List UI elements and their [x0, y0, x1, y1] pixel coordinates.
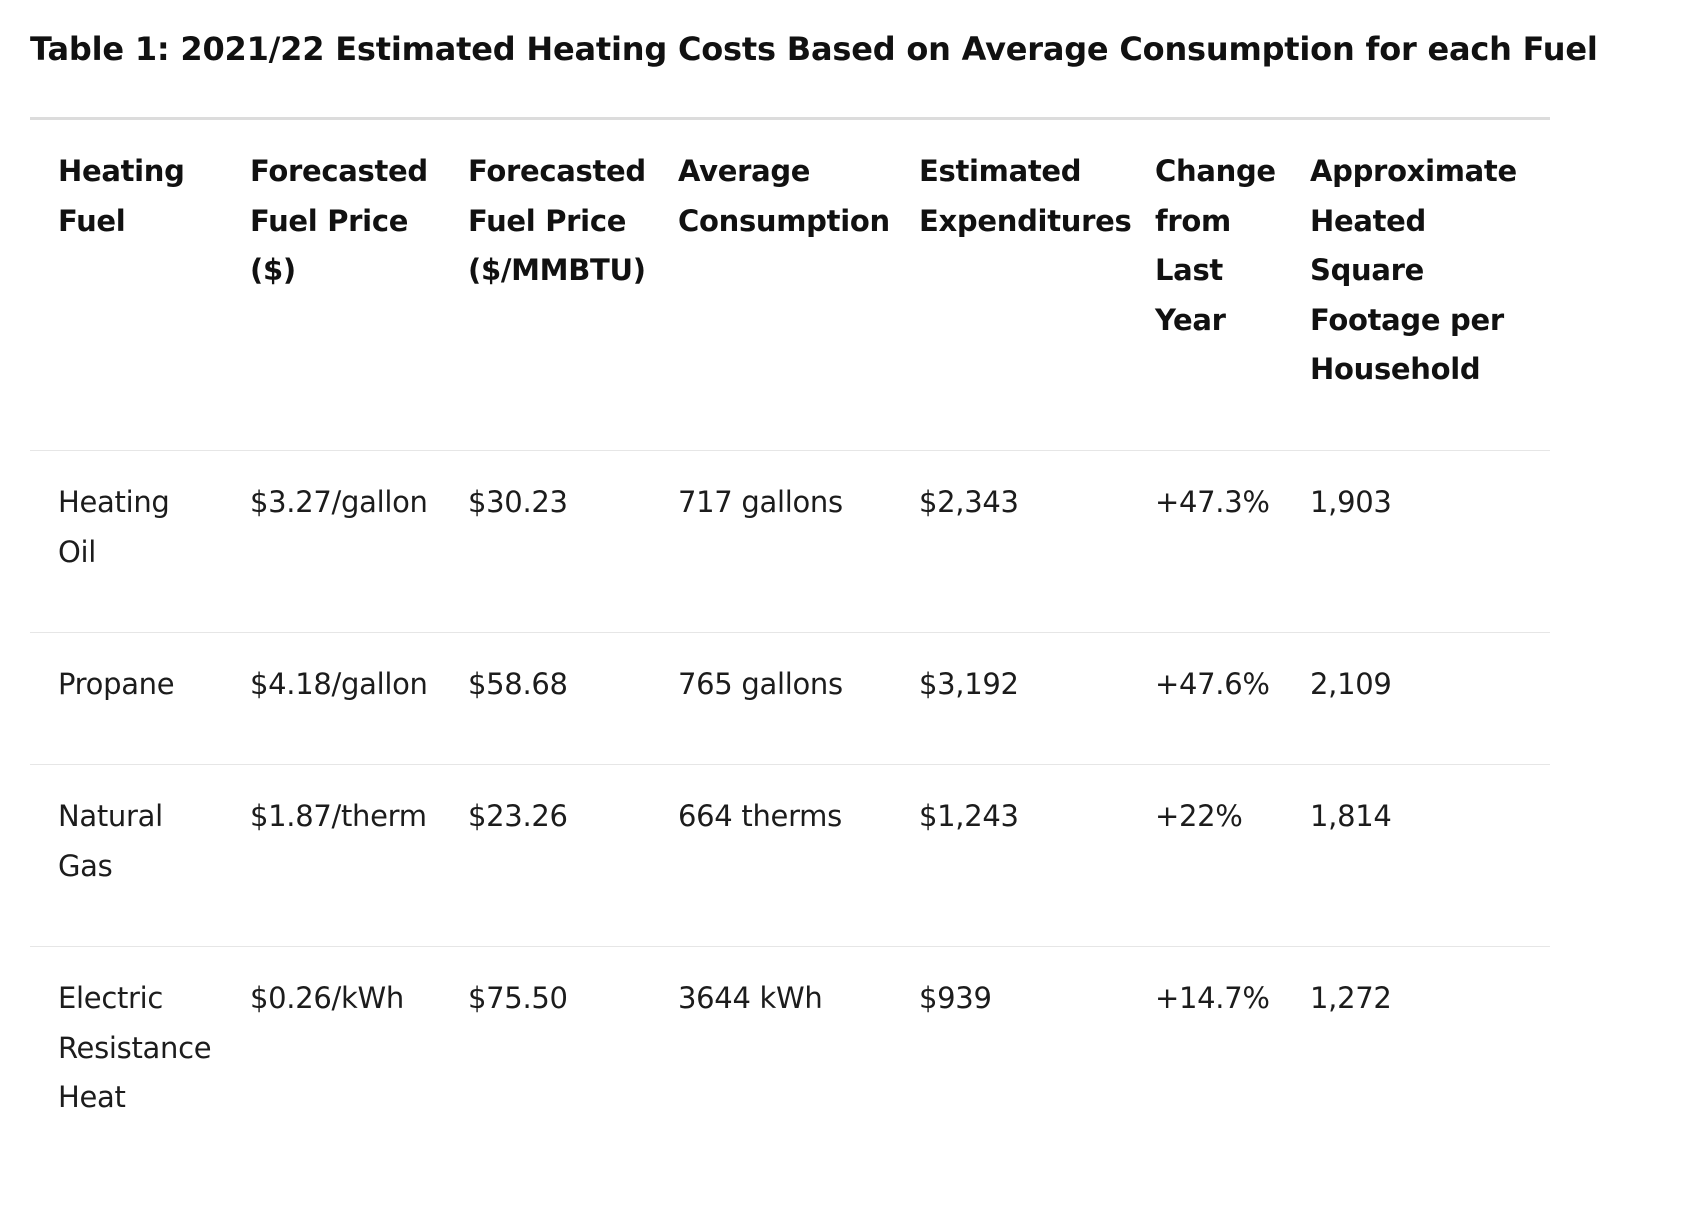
cell-estimated-expenditures: $1,243 [919, 799, 1019, 833]
header-fuel-price: Forecasted Fuel Price ($) [250, 154, 428, 287]
header-fuel-price-mmbtu: Forecasted Fuel Price ($/MMBTU) [468, 154, 646, 287]
cell-heated-square-footage: 1,814 [1310, 799, 1392, 833]
table-row: Electric Resistance Heat $0.26/kWh $75.5… [30, 946, 1550, 1135]
cell-heated-square-footage: 2,109 [1310, 667, 1392, 701]
cell-heating-fuel: Electric Resistance Heat [58, 981, 212, 1114]
cell-fuel-price: $3.27/gallon [250, 485, 428, 519]
cell-fuel-price-mmbtu: $23.26 [468, 799, 568, 833]
table-row: Heating Oil $3.27/gallon $30.23 717 gall… [30, 450, 1550, 633]
cell-heating-fuel: Natural Gas [58, 799, 163, 883]
table-row: Natural Gas $1.87/therm $23.26 664 therm… [30, 764, 1550, 947]
heating-costs-table-container: Heating Fuel Forecasted Fuel Price ($) F… [30, 117, 1550, 1134]
header-row: Heating Fuel Forecasted Fuel Price ($) F… [30, 119, 1550, 451]
cell-change-from-last-year: +14.7% [1155, 981, 1270, 1015]
cell-change-from-last-year: +47.3% [1155, 485, 1270, 519]
cell-heated-square-footage: 1,272 [1310, 981, 1392, 1015]
header-estimated-expenditures: Estimated Expenditures [919, 154, 1132, 238]
cell-fuel-price-mmbtu: $30.23 [468, 485, 568, 519]
cell-heated-square-footage: 1,903 [1310, 485, 1392, 519]
header-change-from-last-year: Change from Last Year [1155, 154, 1276, 337]
cell-average-consumption: 664 therms [678, 799, 842, 833]
cell-heating-fuel: Heating Oil [58, 485, 170, 569]
table-caption: Table 1: 2021/22 Estimated Heating Costs… [30, 30, 1598, 68]
cell-estimated-expenditures: $2,343 [919, 485, 1019, 519]
cell-fuel-price: $1.87/therm [250, 799, 427, 833]
cell-average-consumption: 3644 kWh [678, 981, 823, 1015]
cell-heating-fuel: Propane [58, 667, 175, 701]
cell-fuel-price-mmbtu: $75.50 [468, 981, 568, 1015]
cell-fuel-price: $0.26/kWh [250, 981, 404, 1015]
cell-estimated-expenditures: $939 [919, 981, 992, 1015]
heating-costs-table: Heating Fuel Forecasted Fuel Price ($) F… [30, 117, 1550, 1134]
header-heated-square-footage: Approximate Heated Square Footage per Ho… [1310, 154, 1517, 386]
cell-change-from-last-year: +47.6% [1155, 667, 1270, 701]
cell-average-consumption: 765 gallons [678, 667, 843, 701]
cell-estimated-expenditures: $3,192 [919, 667, 1019, 701]
cell-change-from-last-year: +22% [1155, 799, 1243, 833]
header-heating-fuel: Heating Fuel [58, 154, 185, 238]
header-average-consumption: Average Consumption [678, 154, 890, 238]
cell-average-consumption: 717 gallons [678, 485, 843, 519]
cell-fuel-price: $4.18/gallon [250, 667, 428, 701]
cell-fuel-price-mmbtu: $58.68 [468, 667, 568, 701]
table-row: Propane $4.18/gallon $58.68 765 gallons … [30, 632, 1550, 765]
